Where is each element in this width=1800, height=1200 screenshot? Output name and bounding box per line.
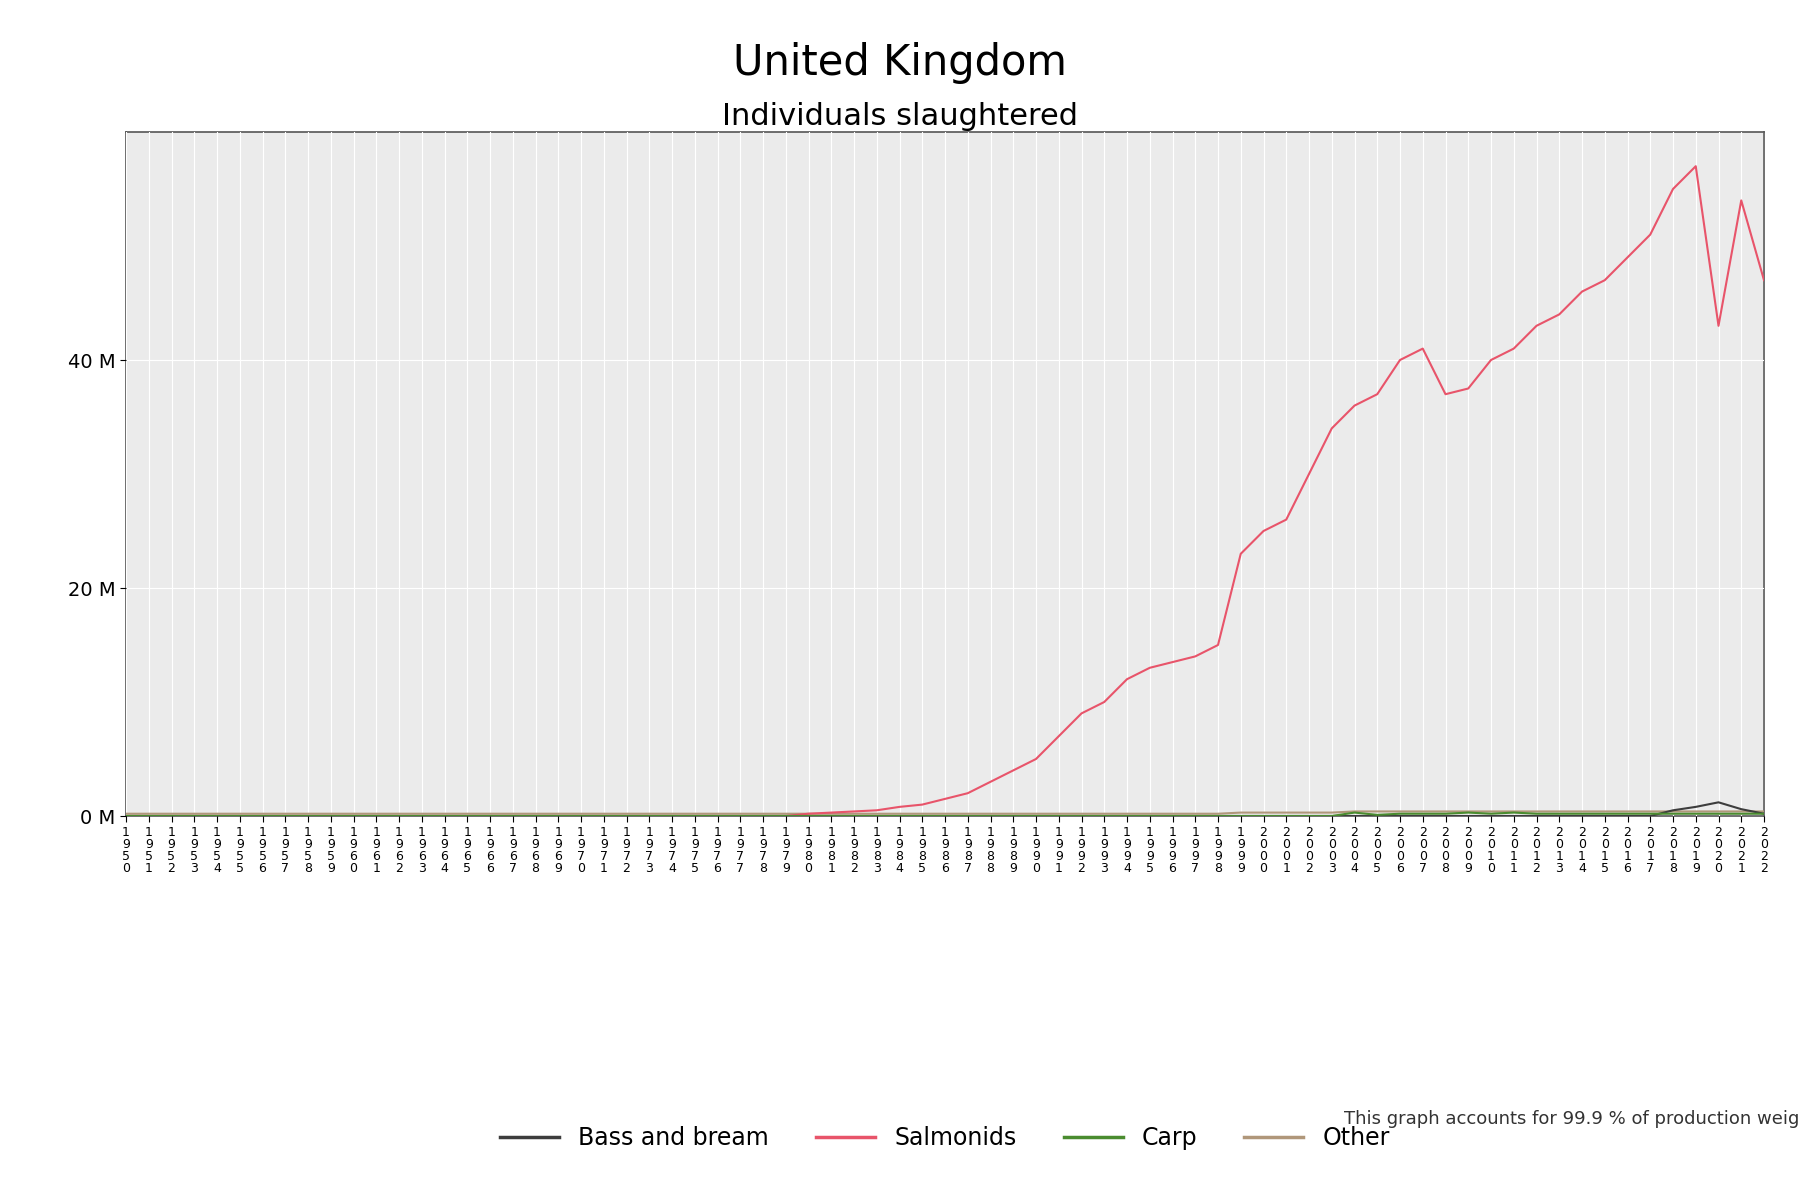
Text: United Kingdom: United Kingdom: [733, 42, 1067, 84]
Legend: Bass and bream, Salmonids, Carp, Other: Bass and bream, Salmonids, Carp, Other: [491, 1117, 1399, 1160]
Text: Individuals slaughtered: Individuals slaughtered: [722, 102, 1078, 131]
Text: This graph accounts for 99.9 % of production weight.: This graph accounts for 99.9 % of produc…: [1345, 1110, 1800, 1128]
